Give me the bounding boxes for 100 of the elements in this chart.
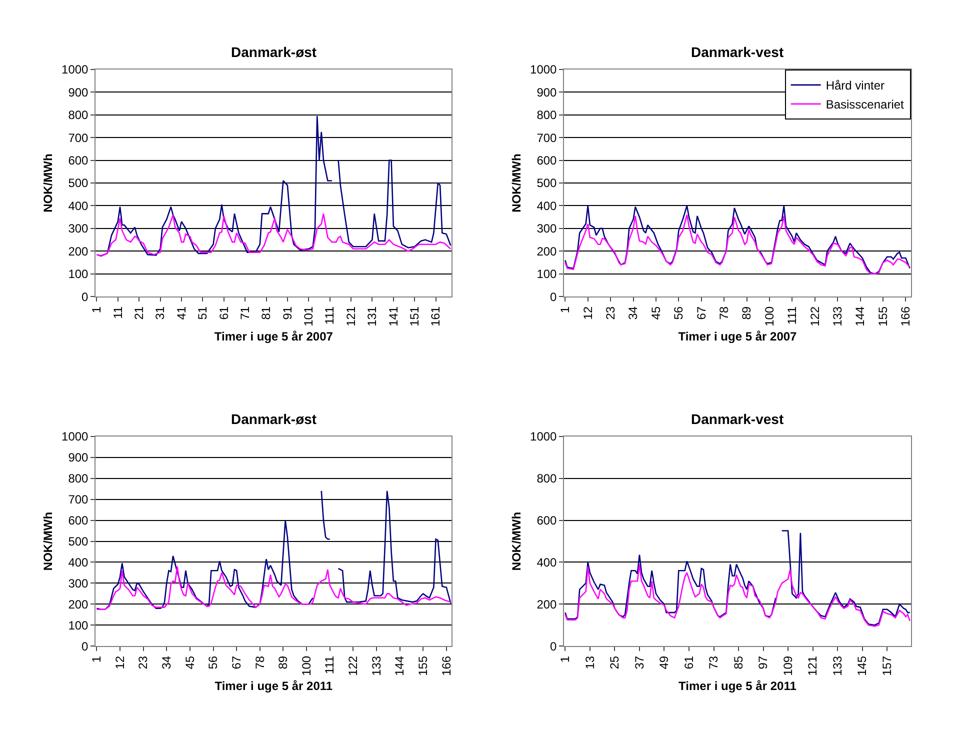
x-tick-label: 49	[657, 656, 672, 670]
y-tick-label: 500	[68, 534, 89, 548]
y-tick-label: 600	[536, 153, 558, 168]
x-tick-label: 23	[136, 656, 150, 670]
y-axis-title: NOK/MWh	[509, 512, 524, 571]
x-tick-label: 67	[229, 656, 244, 670]
x-tick-label: 100	[299, 656, 314, 676]
x-tick-label: 1	[558, 306, 572, 314]
x-tick-label: 21	[132, 306, 146, 320]
y-tick-label: 200	[68, 597, 89, 612]
x-tick-label: 41	[174, 306, 188, 320]
x-tick-label: 144	[853, 306, 868, 326]
y-axis-title: NOK/MWh	[40, 512, 55, 571]
x-tick-label: 23	[603, 306, 618, 320]
x-tick-label: 61	[682, 656, 696, 670]
y-axis-title: NOK/MWh	[40, 154, 55, 212]
x-tick-label: 67	[694, 306, 708, 320]
legend-label: Hård vinter	[826, 78, 885, 93]
y-tick-label: 100	[68, 618, 89, 632]
chart-title: Danmark-øst	[231, 44, 317, 60]
x-tick-label: 78	[716, 306, 731, 320]
x-tick-label: 31	[153, 306, 168, 320]
y-tick-label: 200	[68, 244, 89, 258]
y-tick-label: 400	[68, 198, 89, 213]
y-tick-label: 600	[68, 153, 89, 168]
y-tick-label: 800	[68, 472, 89, 486]
x-tick-label: 122	[346, 656, 360, 676]
y-tick-label: 700	[68, 492, 89, 507]
y-tick-label: 1000	[62, 430, 89, 444]
y-tick-label: 800	[536, 472, 558, 486]
x-tick-label: 25	[608, 656, 622, 670]
x-tick-label: 12	[580, 306, 595, 320]
line-series	[96, 566, 452, 610]
x-tick-label: 11	[110, 306, 125, 319]
x-tick-label: 1	[558, 656, 572, 663]
y-tick-label: 400	[68, 555, 89, 570]
y-tick-label: 1000	[530, 62, 558, 77]
x-tick-label: 111	[322, 306, 337, 325]
x-tick-label: 12	[112, 656, 127, 670]
y-tick-label: 0	[550, 639, 558, 654]
y-tick-label: 100	[68, 267, 89, 282]
y-tick-label: 400	[536, 555, 558, 570]
x-tick-label: 155	[416, 656, 430, 676]
line-series	[96, 213, 452, 257]
x-tick-label: 100	[762, 306, 776, 326]
y-tick-label: 800	[536, 108, 558, 122]
x-tick-label: 166	[439, 656, 454, 676]
y-tick-label: 600	[68, 513, 89, 528]
x-tick-label: 97	[756, 656, 770, 670]
y-tick-label: 500	[536, 176, 558, 190]
chart-title: Danmark-vest	[691, 44, 784, 60]
x-tick-label: 166	[898, 306, 913, 326]
x-tick-label: 157	[880, 656, 894, 676]
x-tick-label: 145	[855, 656, 870, 676]
legend-label: Basisscenariet	[826, 98, 905, 112]
x-axis-title: Timer i uge 5 år 2011	[214, 678, 333, 693]
line-series	[564, 564, 910, 627]
x-tick-label: 133	[830, 306, 844, 326]
x-tick-label: 133	[830, 656, 844, 676]
x-tick-label: 122	[808, 306, 822, 326]
chart-title: Danmark-vest	[691, 411, 784, 427]
y-tick-label: 200	[536, 597, 558, 612]
y-tick-label: 900	[536, 85, 558, 100]
y-tick-label: 900	[68, 450, 89, 465]
x-tick-label: 13	[582, 656, 597, 670]
y-tick-label: 700	[68, 130, 89, 145]
x-tick-label: 155	[876, 306, 890, 326]
y-tick-label: 200	[536, 244, 558, 258]
x-tick-label: 81	[259, 306, 274, 320]
x-tick-label: 34	[160, 656, 174, 670]
x-tick-label: 1	[90, 306, 104, 314]
y-tick-label: 300	[68, 576, 89, 590]
y-tick-label: 100	[536, 267, 558, 282]
x-tick-label: 144	[392, 656, 407, 676]
x-tick-label: 141	[386, 306, 400, 326]
x-tick-label: 73	[706, 656, 721, 670]
y-tick-label: 900	[68, 85, 89, 100]
x-tick-label: 111	[785, 306, 800, 325]
x-tick-label: 37	[632, 656, 646, 670]
y-axis-title: NOK/MWh	[509, 154, 524, 212]
y-tick-label: 700	[536, 130, 558, 145]
y-tick-label: 300	[536, 222, 558, 236]
x-tick-label: 109	[780, 656, 795, 676]
x-tick-label: 121	[344, 306, 358, 326]
x-tick-label: 61	[216, 306, 231, 320]
x-tick-label: 131	[365, 306, 380, 326]
x-tick-label: 111	[322, 656, 337, 674]
y-tick-label: 400	[536, 198, 558, 213]
y-tick-label: 600	[536, 513, 558, 528]
x-tick-label: 78	[252, 656, 267, 670]
y-tick-label: 0	[550, 290, 558, 304]
x-tick-label: 45	[648, 306, 663, 320]
x-tick-label: 101	[302, 306, 316, 326]
x-tick-label: 85	[731, 656, 746, 670]
x-tick-label: 161	[428, 306, 443, 326]
x-tick-label: 91	[280, 306, 294, 320]
y-tick-label: 300	[68, 222, 89, 236]
x-tick-label: 121	[806, 656, 820, 676]
chart-title: Danmark-øst	[231, 411, 317, 427]
y-tick-label: 800	[68, 108, 89, 122]
